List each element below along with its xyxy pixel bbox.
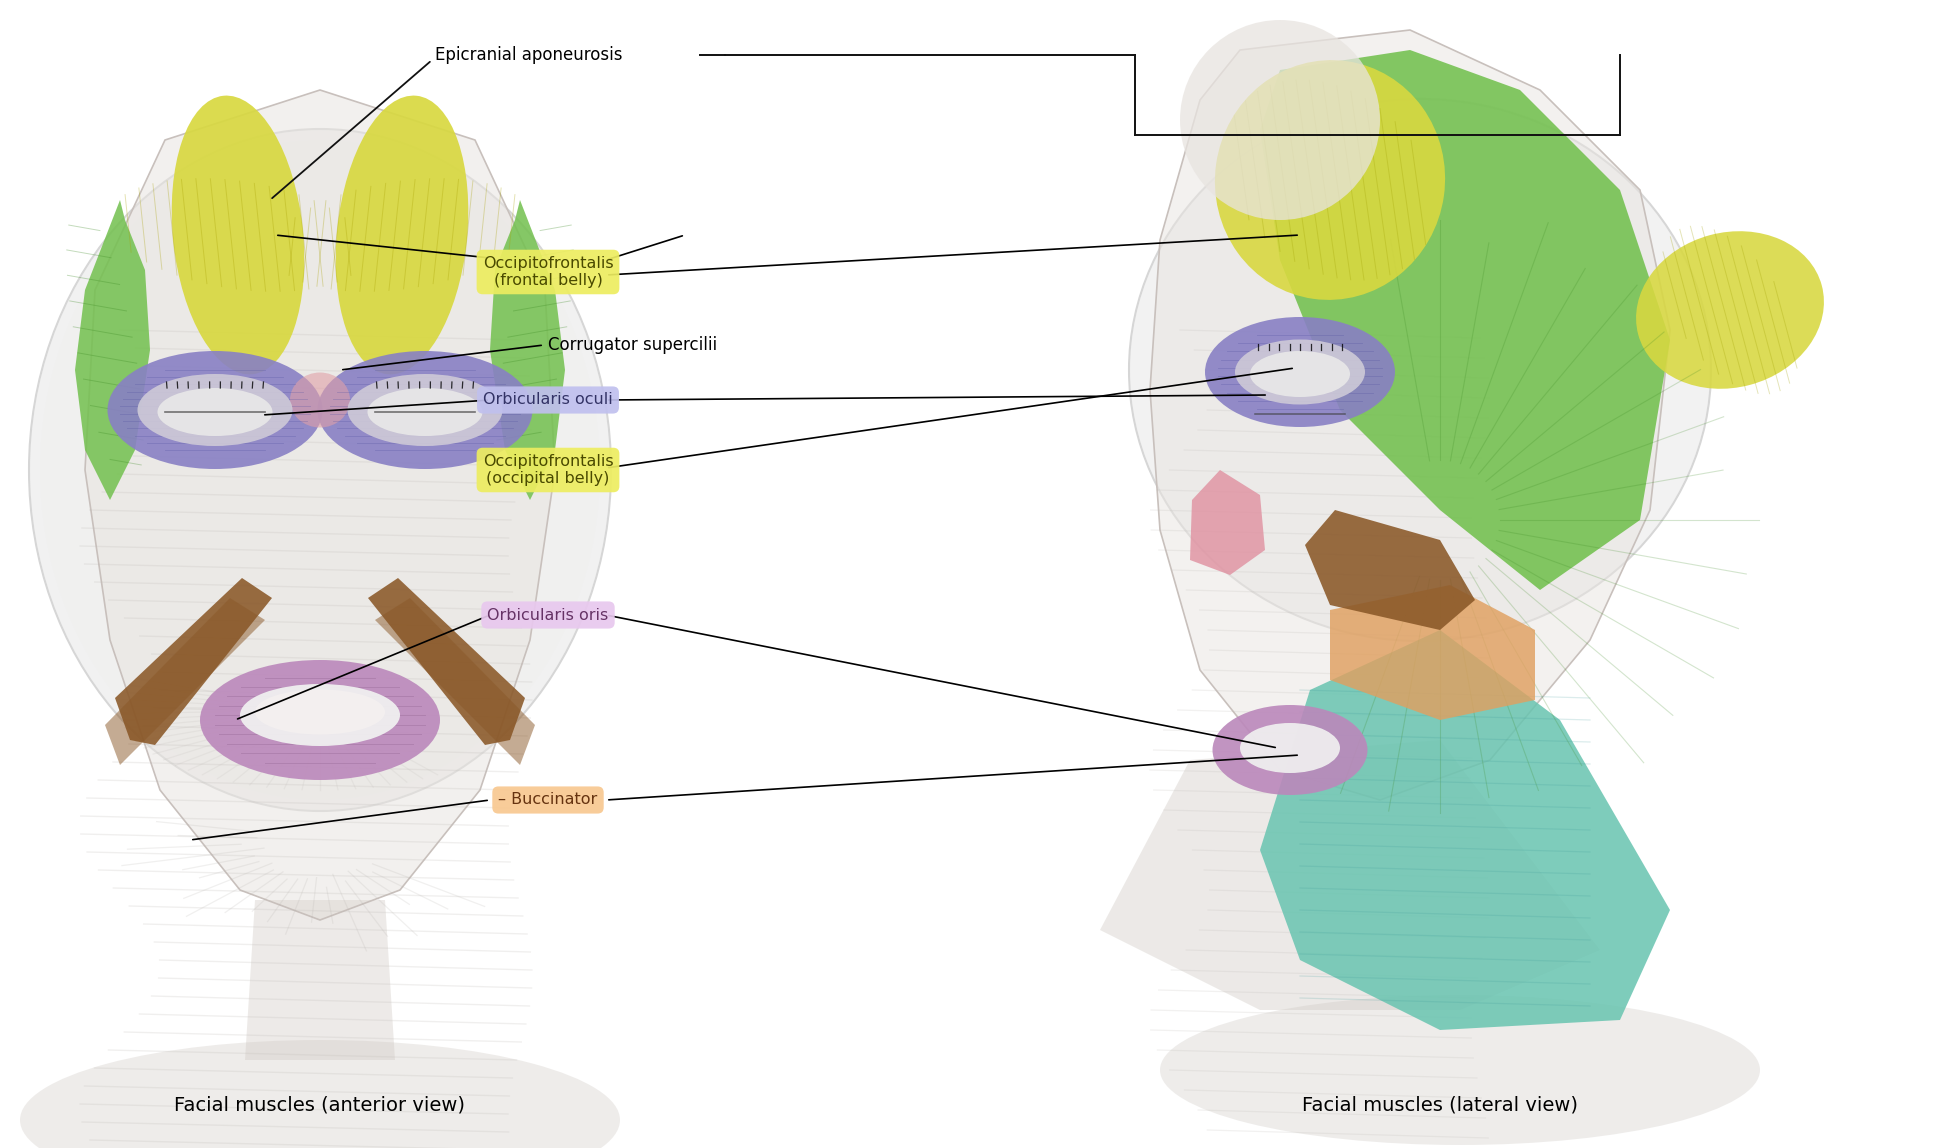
Ellipse shape bbox=[347, 374, 502, 447]
Polygon shape bbox=[245, 900, 395, 1060]
Text: Occipitofrontalis
(frontal belly): Occipitofrontalis (frontal belly) bbox=[483, 256, 613, 288]
Polygon shape bbox=[86, 90, 555, 920]
Ellipse shape bbox=[171, 95, 304, 374]
Polygon shape bbox=[1260, 51, 1671, 590]
Polygon shape bbox=[1151, 30, 1671, 800]
Ellipse shape bbox=[1250, 351, 1349, 397]
Ellipse shape bbox=[41, 140, 600, 800]
Polygon shape bbox=[1100, 740, 1600, 1010]
Ellipse shape bbox=[368, 388, 483, 436]
Ellipse shape bbox=[1240, 723, 1340, 773]
Ellipse shape bbox=[290, 372, 350, 427]
Polygon shape bbox=[491, 200, 565, 501]
Text: Facial muscles (anterior view): Facial muscles (anterior view) bbox=[175, 1095, 465, 1115]
Polygon shape bbox=[376, 598, 535, 765]
Ellipse shape bbox=[158, 388, 273, 436]
Polygon shape bbox=[1304, 510, 1476, 630]
Ellipse shape bbox=[335, 95, 469, 374]
Ellipse shape bbox=[201, 660, 440, 779]
Ellipse shape bbox=[1234, 340, 1365, 404]
Ellipse shape bbox=[1160, 995, 1760, 1145]
Polygon shape bbox=[1190, 470, 1266, 575]
Polygon shape bbox=[76, 200, 150, 501]
Text: Facial muscles (lateral view): Facial muscles (lateral view) bbox=[1303, 1095, 1577, 1115]
Ellipse shape bbox=[239, 684, 399, 746]
Ellipse shape bbox=[29, 130, 609, 810]
Text: Corrugator supercilii: Corrugator supercilii bbox=[547, 336, 716, 354]
Ellipse shape bbox=[1635, 231, 1824, 389]
Ellipse shape bbox=[1129, 100, 1709, 639]
Text: – Buccinator: – Buccinator bbox=[498, 792, 598, 807]
Ellipse shape bbox=[1213, 705, 1367, 796]
Polygon shape bbox=[1260, 630, 1671, 1030]
Polygon shape bbox=[368, 577, 526, 745]
Polygon shape bbox=[105, 598, 265, 765]
Ellipse shape bbox=[19, 1040, 619, 1148]
Ellipse shape bbox=[255, 690, 386, 735]
Text: Orbicularis oris: Orbicularis oris bbox=[487, 607, 609, 622]
Ellipse shape bbox=[1205, 317, 1394, 427]
Text: Orbicularis oculi: Orbicularis oculi bbox=[483, 393, 613, 408]
Text: Occipitofrontalis
(occipital belly): Occipitofrontalis (occipital belly) bbox=[483, 453, 613, 487]
Polygon shape bbox=[115, 577, 273, 745]
Ellipse shape bbox=[138, 374, 292, 447]
Ellipse shape bbox=[1215, 60, 1445, 300]
Ellipse shape bbox=[1180, 20, 1380, 220]
Polygon shape bbox=[1330, 585, 1534, 720]
Ellipse shape bbox=[107, 351, 323, 470]
Ellipse shape bbox=[317, 351, 532, 470]
Text: Epicranial aponeurosis: Epicranial aponeurosis bbox=[434, 46, 623, 64]
